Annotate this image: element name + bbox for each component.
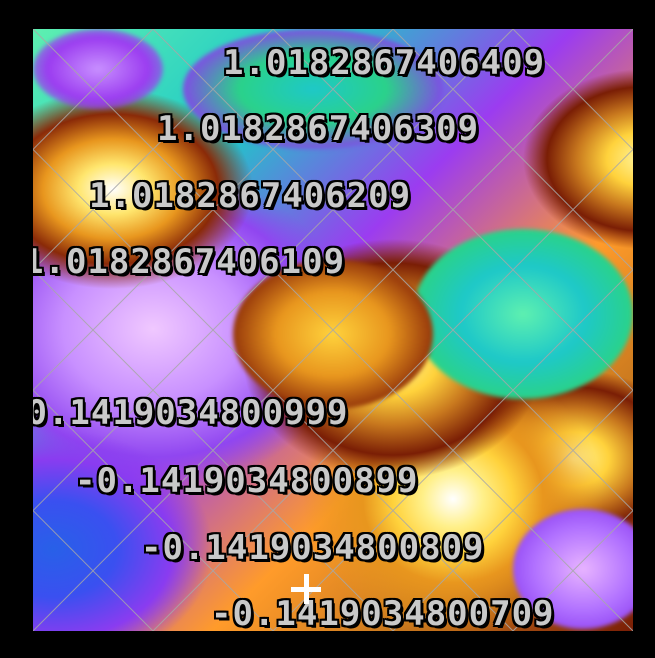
fractal-region bbox=[413, 229, 633, 399]
coordinate-grid bbox=[33, 29, 633, 631]
fractal-region bbox=[513, 509, 633, 629]
real-axis-label: 1.0182867406409 bbox=[223, 43, 546, 83]
real-axis-label: 1.0182867406209 bbox=[89, 176, 412, 216]
fractal-region bbox=[183, 29, 443, 149]
real-axis-label: 1.0182867406109 bbox=[33, 242, 346, 282]
imaginary-axis-label: -0.1419034800899 bbox=[75, 461, 419, 501]
fractal-region bbox=[33, 29, 163, 109]
imaginary-axis-label: -0.1419034800709 bbox=[211, 594, 555, 631]
fractal-viewport[interactable]: 1.0182867406409 1.0182867406309 1.018286… bbox=[33, 29, 633, 631]
real-axis-label: 1.0182867406309 bbox=[157, 109, 480, 149]
crosshair-cursor-icon[interactable] bbox=[289, 572, 323, 606]
imaginary-axis-label: -0.1419034800809 bbox=[141, 528, 485, 568]
imaginary-axis-label: -0.1419034800999 bbox=[33, 393, 349, 433]
